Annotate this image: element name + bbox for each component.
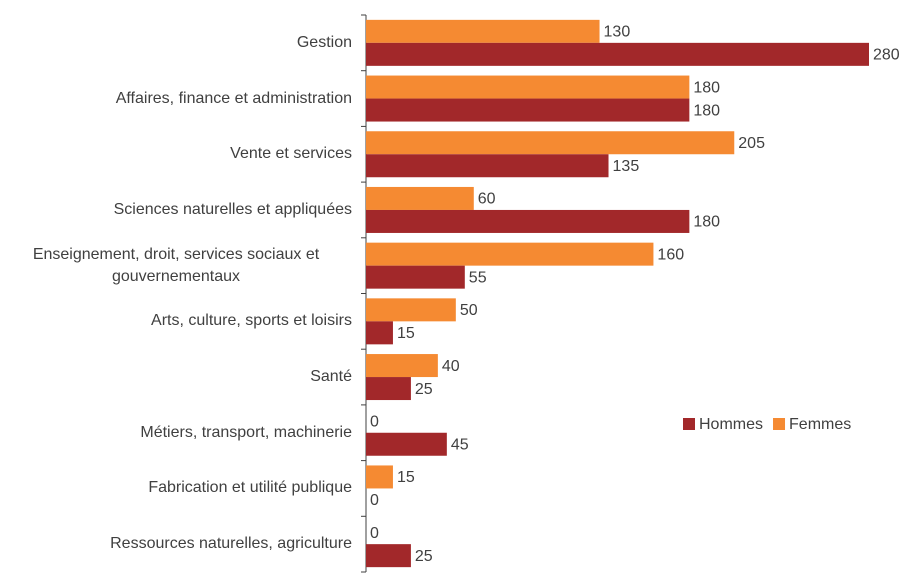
category-text: Ressources naturelles, agriculture bbox=[110, 535, 352, 553]
bar bbox=[366, 298, 456, 322]
category-label: Affaires, finance et administration bbox=[0, 74, 352, 124]
category-label: Métiers, transport, machinerie bbox=[0, 408, 352, 458]
value-label: 180 bbox=[693, 102, 720, 119]
legend-swatch bbox=[683, 418, 695, 430]
bar bbox=[366, 186, 474, 210]
bar bbox=[366, 242, 654, 266]
category-text: Santé bbox=[310, 368, 352, 386]
category-text: Arts, culture, sports et loisirs bbox=[151, 312, 352, 330]
value-label: 15 bbox=[397, 325, 415, 342]
value-label: 130 bbox=[604, 24, 631, 41]
bar bbox=[366, 465, 393, 489]
value-label: 45 bbox=[451, 436, 469, 453]
legend-label: Femmes bbox=[789, 416, 851, 433]
bar bbox=[366, 321, 393, 345]
legend-label: Hommes bbox=[699, 416, 763, 433]
value-label: 15 bbox=[397, 469, 415, 486]
bar bbox=[366, 154, 609, 178]
category-label: Vente et services bbox=[0, 129, 352, 179]
value-label: 135 bbox=[613, 158, 640, 175]
bar bbox=[366, 432, 447, 456]
value-label: 205 bbox=[738, 135, 765, 152]
value-label: 55 bbox=[469, 269, 487, 286]
bar bbox=[366, 544, 411, 568]
value-label: 160 bbox=[657, 246, 684, 263]
value-label: 25 bbox=[415, 381, 433, 398]
category-label: Fabrication et utilité publique bbox=[0, 463, 352, 513]
category-text: Affaires, finance et administration bbox=[115, 89, 352, 107]
category-label: Ressources naturelles, agriculture bbox=[0, 519, 352, 569]
bar bbox=[366, 209, 690, 233]
value-label: 40 bbox=[442, 358, 460, 375]
category-text: Métiers, transport, machinerie bbox=[140, 423, 352, 441]
bar bbox=[366, 377, 411, 401]
legend-swatch bbox=[773, 418, 786, 430]
value-label: 25 bbox=[415, 548, 433, 565]
category-label: Santé bbox=[0, 352, 352, 402]
bar bbox=[366, 265, 465, 289]
value-label: 0 bbox=[370, 492, 379, 509]
category-text: Sciences naturelles et appliquées bbox=[113, 200, 352, 218]
category-label: Arts, culture, sports et loisirs bbox=[0, 296, 352, 346]
value-label: 180 bbox=[693, 79, 720, 96]
value-label: 0 bbox=[370, 413, 379, 430]
bar bbox=[366, 354, 438, 378]
bar bbox=[366, 131, 735, 155]
category-label: Gestion bbox=[0, 18, 352, 68]
value-label: 0 bbox=[370, 525, 379, 542]
category-label: Sciences naturelles et appliquées bbox=[0, 185, 352, 235]
category-text: Enseignement, droit, services sociaux et… bbox=[32, 245, 320, 285]
category-text: Fabrication et utilité publique bbox=[148, 479, 352, 497]
bar bbox=[366, 75, 690, 99]
category-text: Vente et services bbox=[230, 145, 352, 163]
bar bbox=[366, 42, 869, 66]
value-label: 180 bbox=[693, 214, 720, 231]
category-label: Enseignement, droit, services sociaux et… bbox=[0, 241, 352, 291]
value-label: 50 bbox=[460, 302, 478, 319]
bar bbox=[366, 98, 690, 122]
value-label: 280 bbox=[873, 47, 900, 64]
bar bbox=[366, 19, 600, 43]
value-label: 60 bbox=[478, 191, 496, 208]
category-text: Gestion bbox=[296, 33, 352, 51]
